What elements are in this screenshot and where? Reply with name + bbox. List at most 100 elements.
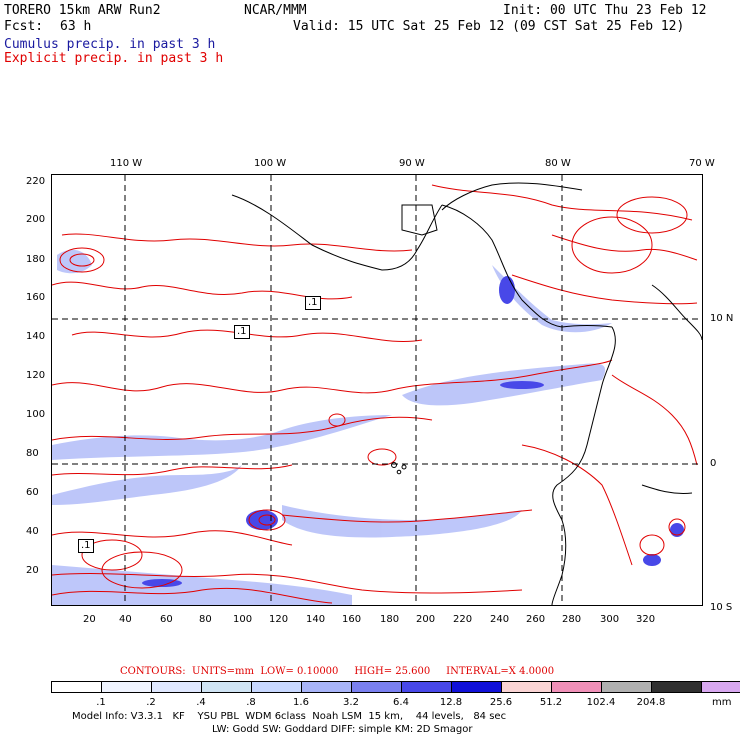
lon-label: 80 W	[545, 158, 571, 169]
contour-units: UNITS=mm	[192, 666, 255, 677]
contour-interval: INTERVAL=X 4.0000	[446, 666, 555, 677]
contour-cell	[668, 518, 686, 536]
colorbar-swatch	[51, 681, 102, 693]
colorbar-swatch	[401, 681, 452, 693]
valid-time: Valid: 15 UTC Sat 25 Feb 12 (09 CST Sat …	[293, 19, 685, 34]
x-tick: 260	[526, 614, 546, 625]
init-time: Init: 00 UTC Thu 23 Feb 12	[503, 3, 707, 18]
colorbar-label: 204.8	[636, 697, 666, 708]
y-tick: 180	[26, 254, 46, 265]
contour-line	[61, 233, 413, 252]
legend-cumulus: Cumulus precip. in past 3 h	[4, 37, 216, 52]
y-tick: 20	[26, 565, 39, 576]
coastline-caribbean	[441, 182, 583, 211]
low-contour-label: .1	[305, 296, 321, 310]
contour-cell	[69, 253, 95, 267]
forecast-hour: 63 h	[60, 19, 92, 34]
colorbar-label: .1	[96, 697, 106, 708]
precip-core	[500, 381, 544, 389]
coastline-central-america	[441, 204, 613, 328]
contour-prefix: CONTOURS:	[120, 666, 186, 677]
contour-cell	[367, 448, 397, 466]
model-title: TORERO 15km ARW Run2	[4, 3, 161, 18]
x-tick: 60	[160, 614, 173, 625]
y-tick: 60	[26, 487, 39, 498]
x-tick: 100	[233, 614, 253, 625]
colorbar-unit: mm	[712, 697, 732, 708]
precip-band	[52, 415, 392, 460]
precip-band	[282, 505, 522, 538]
colorbar-label: .2	[146, 697, 156, 708]
colorbar-label: 51.2	[539, 697, 563, 708]
colorbar-swatch	[501, 681, 552, 693]
precip-band	[52, 565, 352, 605]
x-tick: 140	[306, 614, 326, 625]
x-tick: 300	[600, 614, 620, 625]
lat-label: 10 S	[710, 602, 733, 613]
colorbar-swatch	[651, 681, 702, 693]
colorbar-swatch	[251, 681, 302, 693]
contour-cell	[59, 247, 105, 273]
precip-band	[52, 465, 242, 505]
cumulus-precip-cores	[142, 276, 684, 587]
colorbar-swatch	[151, 681, 202, 693]
contour-cell	[258, 514, 276, 526]
coastline-south-america	[551, 326, 616, 605]
contour-line	[52, 587, 333, 604]
x-tick: 80	[199, 614, 212, 625]
contour-cell	[328, 413, 346, 427]
contour-cell	[81, 539, 143, 571]
model-info: Model Info: V3.3.1 KF YSU PBL WDM 6class…	[72, 711, 507, 722]
legend-explicit: Explicit precip. in past 3 h	[4, 51, 224, 66]
y-tick: 220	[26, 176, 46, 187]
lat-label: 0	[710, 458, 717, 469]
contour-high: HIGH= 25.600	[354, 666, 431, 677]
model-physics: LW: Godd SW: Goddard DIFF: simple KM: 2D…	[212, 724, 473, 735]
forecast-label: Fcst:	[4, 19, 44, 34]
org-label: NCAR/MMM	[244, 3, 307, 18]
contour-line	[611, 374, 698, 466]
contour-line	[391, 359, 613, 391]
contour-line	[431, 184, 693, 221]
precipitation-map: .1 .1 .1	[51, 174, 703, 606]
y-tick: 120	[26, 370, 46, 381]
x-tick: 200	[416, 614, 436, 625]
colorbar-label: 1.6	[293, 697, 309, 708]
precip-core	[246, 510, 278, 530]
contour-line	[52, 416, 433, 441]
contour-line	[52, 464, 293, 476]
low-contour-label: .1	[234, 325, 250, 339]
galapagos-island	[401, 464, 407, 470]
colorbar-label: 3.2	[343, 697, 359, 708]
coastline-mexico	[231, 194, 443, 271]
colorbar-swatch	[351, 681, 402, 693]
coastline-brazil	[641, 484, 693, 494]
y-tick: 100	[26, 409, 46, 420]
contour-low: LOW= 0.10000	[260, 666, 339, 677]
colorbar-label: .8	[246, 697, 256, 708]
contour-line	[52, 281, 353, 300]
x-tick: 220	[453, 614, 473, 625]
precip-core	[499, 276, 515, 304]
colorbar-label: 102.4	[586, 697, 616, 708]
coastlines	[231, 182, 702, 605]
colorbar-swatch	[101, 681, 152, 693]
colorbar-swatch	[601, 681, 652, 693]
galapagos-island	[391, 462, 397, 468]
low-contour-label: .1	[78, 539, 94, 553]
lat-label: 10 N	[710, 313, 734, 324]
y-tick: 140	[26, 331, 46, 342]
colorbar-swatch	[451, 681, 502, 693]
colorbar-swatch	[301, 681, 352, 693]
contour-cell	[616, 196, 688, 234]
contour-line	[52, 382, 393, 394]
colorbar-swatch	[551, 681, 602, 693]
precip-core	[670, 523, 684, 537]
map-canvas	[52, 175, 702, 605]
contour-line	[52, 573, 523, 594]
colorbar-swatch	[701, 681, 740, 693]
contour-cell	[101, 551, 183, 589]
contour-cell	[639, 534, 665, 556]
contour-line	[521, 444, 633, 566]
graticule	[52, 175, 702, 605]
